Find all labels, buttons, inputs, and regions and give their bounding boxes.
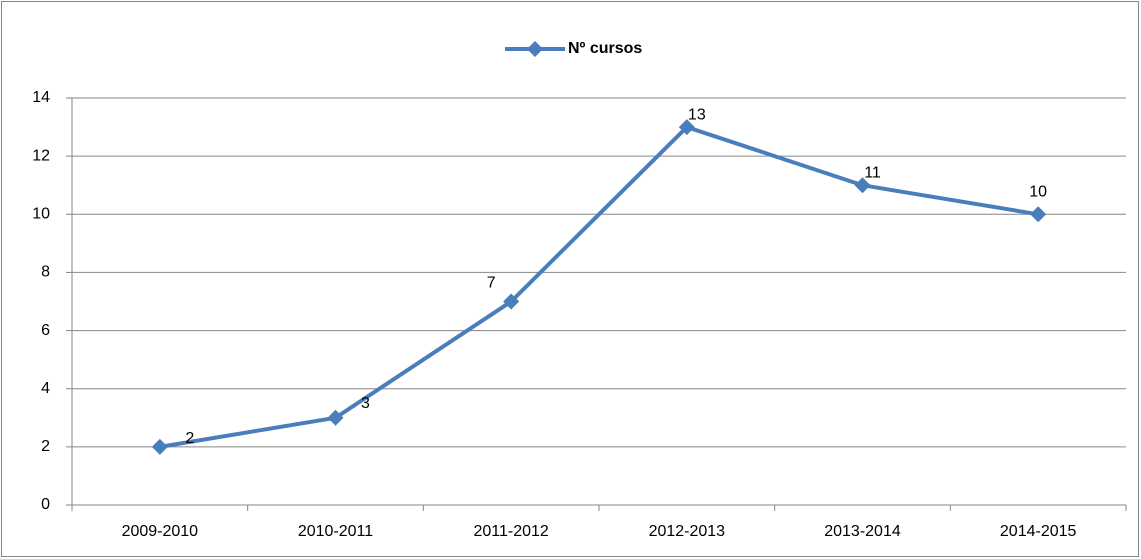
data-label: 11	[864, 164, 881, 181]
y-tick-label: 12	[32, 147, 50, 164]
y-tick-label: 8	[41, 264, 50, 281]
y-tick-label: 6	[41, 322, 50, 339]
data-label: 10	[1029, 184, 1047, 201]
y-tick-label: 14	[32, 89, 50, 106]
x-tick-label: 2012-2013	[649, 523, 726, 540]
data-label: 2	[185, 430, 194, 447]
data-marker	[327, 409, 344, 426]
data-line	[159, 125, 1039, 449]
x-tick-label: 2011-2012	[474, 523, 549, 540]
x-tick-label: 2014-2015	[1000, 523, 1077, 540]
x-tick-label: 2009-2010	[122, 523, 199, 540]
data-marker	[503, 293, 520, 310]
data-label: 13	[688, 106, 706, 123]
y-tick-label: 2	[41, 438, 50, 455]
data-marker	[854, 177, 871, 194]
y-tick-label: 4	[41, 380, 50, 397]
x-tick-label: 2013-2014	[824, 523, 901, 540]
data-marker	[678, 119, 695, 136]
legend-marker	[527, 41, 543, 57]
legend-label: Nº cursos	[568, 40, 642, 57]
data-label: 7	[487, 275, 496, 292]
x-tick-label: 2010-2011	[298, 523, 373, 540]
data-marker	[1030, 206, 1047, 223]
y-tick-label: 0	[41, 496, 50, 513]
data-marker	[151, 438, 168, 455]
y-tick-label: 10	[32, 206, 50, 223]
data-label: 3	[361, 395, 370, 412]
